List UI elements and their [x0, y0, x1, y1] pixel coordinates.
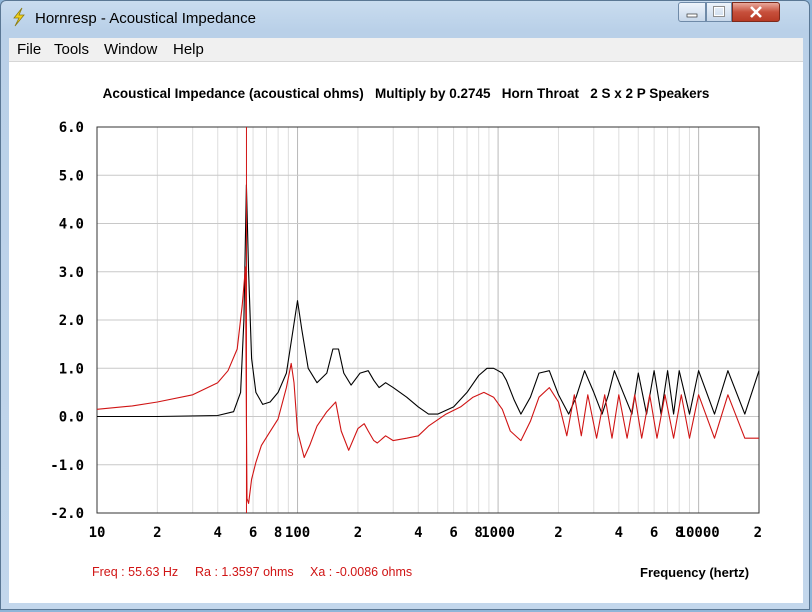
maximize-icon: [713, 6, 725, 17]
x-tick-label: 100: [285, 525, 310, 541]
x-tick-label: 2: [554, 525, 562, 541]
y-tick-label: 4.0: [59, 217, 84, 233]
menu-window[interactable]: Window: [104, 41, 158, 58]
menu-help[interactable]: Help: [173, 41, 204, 58]
y-tick-label: -2.0: [50, 506, 84, 522]
chart-panel[interactable]: Acoustical Impedance (acoustical ohms) M…: [9, 62, 803, 603]
xa-series-line: [96, 266, 759, 504]
freq-readout: Freq : 55.63 Hz: [92, 565, 179, 579]
close-icon: [750, 6, 762, 18]
window-title: Hornresp - Acoustical Impedance: [35, 10, 256, 27]
x-tick-label: 10: [89, 525, 106, 541]
menu-bar: File Tools Window Help: [9, 38, 803, 62]
x-tick-label: 1000: [481, 525, 515, 541]
impedance-chart[interactable]: 6.05.04.03.02.01.00.0-1.0-2.010 2 4 6 8 100 2 4…: [9, 62, 803, 557]
x-tick-label: 6: [449, 525, 457, 541]
close-button[interactable]: [732, 2, 780, 22]
menu-file[interactable]: File: [17, 41, 42, 58]
minimize-button[interactable]: [678, 2, 706, 22]
x-tick-label: 2: [354, 525, 362, 541]
x-tick-label: 6: [249, 525, 257, 541]
y-tick-label: 1.0: [59, 361, 84, 377]
ra-series-line: [97, 184, 760, 418]
x-tick-label: 2: [754, 525, 762, 541]
maximize-button[interactable]: [706, 2, 732, 22]
x-tick-label: 10000: [678, 525, 720, 541]
x-tick-label: 4: [214, 525, 222, 541]
y-tick-label: -1.0: [50, 458, 84, 474]
x-tick-label: 2: [153, 525, 161, 541]
x-tick-label: 4: [615, 525, 623, 541]
xa-readout: Xa : -0.0086 ohms: [310, 565, 413, 579]
title-bar[interactable]: Hornresp - Acoustical Impedance: [1, 1, 809, 33]
chart-title: Acoustical Impedance (acoustical ohms) M…: [102, 86, 710, 101]
y-tick-label: 3.0: [59, 265, 84, 281]
y-tick-label: 2.0: [59, 313, 84, 329]
ra-readout: Ra : 1.3597 ohms: [195, 565, 294, 579]
menu-tools[interactable]: Tools: [54, 41, 90, 58]
y-tick-label: 0.0: [59, 410, 84, 426]
minimize-icon: [686, 13, 698, 18]
x-tick-label: 8: [675, 525, 683, 541]
x-tick-label: 8: [474, 525, 482, 541]
y-tick-label: 5.0: [59, 168, 84, 184]
y-tick-label: 6.0: [59, 120, 84, 136]
x-tick-label: 4: [414, 525, 422, 541]
plot-frame: [96, 126, 760, 514]
x-tick-label: 6: [650, 525, 658, 541]
x-tick-label: 8: [274, 525, 282, 541]
hornresp-lightning-icon: [9, 7, 29, 27]
x-axis-label: Frequency (hertz): [640, 565, 750, 580]
